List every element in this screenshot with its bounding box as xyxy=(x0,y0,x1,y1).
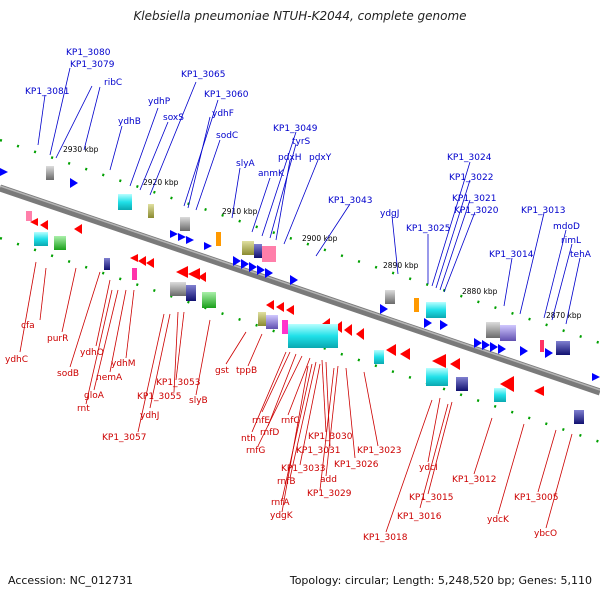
gene-label-top: ydhF xyxy=(212,109,234,119)
genome-summary-text: Topology: circular; Length: 5,248,520 bp… xyxy=(289,574,592,587)
gene-label-bottom: KP1_3012 xyxy=(452,475,496,485)
gene-label-top: KP1_3014 xyxy=(489,250,534,260)
gene-label-bottom: KP1_3031 xyxy=(296,446,340,456)
gene-label-bottom: KP1_3016 xyxy=(397,512,442,522)
gene-label-top: rimL xyxy=(561,236,581,246)
scale-tick-2910: 2910 kbp xyxy=(222,207,258,216)
gene-label-top: slyA xyxy=(236,159,256,169)
gene-label-top: KP1_3079 xyxy=(70,60,115,70)
gene-label-top: KP1_3024 xyxy=(447,153,492,163)
gene-label-bottom: KP1_3023 xyxy=(357,446,401,456)
gene-label-bottom: rnfA xyxy=(271,498,290,508)
gene-label-bottom: rnfG xyxy=(246,446,265,456)
gene-label-bottom: KP1_3026 xyxy=(334,460,379,470)
top-labels: KP1_3080 KP1_3079 KP1_3081 ribC ydhB ydh… xyxy=(25,48,592,260)
gene-label-top: tehA xyxy=(570,250,592,260)
scale-labels: 2930 kbp 2920 kbp 2910 kbp 2900 kbp 2890… xyxy=(63,145,582,320)
gene-label-bottom: KP1_3030 xyxy=(308,432,353,442)
gene-label-top: KP1_3013 xyxy=(521,206,565,216)
gene-label-bottom: cfa xyxy=(21,321,35,331)
gene-label-bottom: purR xyxy=(47,334,68,344)
gene-label-bottom: ydhJ xyxy=(140,411,159,421)
gene-label-top: KP1_3080 xyxy=(66,48,111,58)
gene-label-top: KP1_3020 xyxy=(454,206,499,216)
map-title: Klebsiella pneumoniae NTUH-K2044, comple… xyxy=(133,9,467,23)
reverse-genes xyxy=(30,218,544,396)
gene-label-bottom: rnfC xyxy=(281,416,300,426)
gene-label-bottom: KP1_3055 xyxy=(137,392,181,402)
gene-label-top: pdxY xyxy=(309,153,332,163)
gene-label-bottom: ydhM xyxy=(111,359,136,369)
gene-label-bottom: add xyxy=(320,475,337,485)
forward-genes xyxy=(0,168,600,381)
gene-label-bottom: nemA xyxy=(96,373,123,383)
forward-boxes xyxy=(46,166,570,355)
gene-label-bottom: slyB xyxy=(189,396,208,406)
gene-label-bottom: gst xyxy=(215,366,229,376)
gene-label-top: anmK xyxy=(258,169,285,179)
gene-label-top: KP1_3049 xyxy=(273,124,318,134)
gene-label-top: KP1_3021 xyxy=(452,194,496,204)
gene-label-bottom: KP1_3005 xyxy=(514,493,558,503)
bottom-leader-lines xyxy=(19,261,573,533)
gene-label-bottom: KP1_3053 xyxy=(156,378,200,388)
bottom-labels: cfa ydhC purR sodB ydhO nemA ydhM gloA r… xyxy=(5,321,558,543)
gene-label-top: KP1_3081 xyxy=(25,87,69,97)
gene-label-bottom: KP1_3033 xyxy=(281,464,325,474)
gene-label-bottom: KP1_3018 xyxy=(363,533,408,543)
gene-label-top: KP1_3060 xyxy=(204,90,249,100)
gene-label-bottom: ydhO xyxy=(80,348,104,358)
gene-label-bottom: ydcI xyxy=(419,463,438,473)
scale-tick-2920: 2920 kbp xyxy=(143,178,179,187)
gene-label-bottom: rnt xyxy=(77,404,90,414)
genome-backbone xyxy=(0,184,600,396)
scale-tick-2870: 2870 kbp xyxy=(546,311,582,320)
gene-label-bottom: KP1_3015 xyxy=(409,493,453,503)
gene-label-bottom: nth xyxy=(241,434,256,444)
gene-label-bottom: rnfE xyxy=(252,416,270,426)
gene-label-top: ydhP xyxy=(148,97,171,107)
gene-label-bottom: sodB xyxy=(57,369,79,379)
gene-label-top: sodC xyxy=(216,131,238,141)
gene-label-top: ydhB xyxy=(118,117,141,127)
scale-tick-2890: 2890 kbp xyxy=(383,261,419,270)
gene-label-bottom: rnfD xyxy=(260,428,279,438)
gene-label-top: ribC xyxy=(104,78,122,88)
gene-label-bottom: tppB xyxy=(236,366,257,376)
gene-label-top: KP1_3022 xyxy=(449,173,493,183)
gene-label-top: KP1_3043 xyxy=(328,196,372,206)
gene-label-bottom: KP1_3057 xyxy=(102,433,146,443)
gene-label-bottom: ybcO xyxy=(534,529,557,539)
gene-label-bottom: ydcK xyxy=(487,515,510,525)
gene-label-top: KP1_3065 xyxy=(181,70,225,80)
gene-label-top: tyrS xyxy=(292,137,311,147)
gene-label-bottom: ydgK xyxy=(270,511,294,521)
gene-label-bottom: ydhC xyxy=(5,355,28,365)
gene-label-top: KP1_3025 xyxy=(406,224,450,234)
gene-label-bottom: gloA xyxy=(84,391,105,401)
gene-label-top: mdoD xyxy=(553,222,580,232)
reverse-boxes xyxy=(26,211,584,424)
scale-tick-2900: 2900 kbp xyxy=(302,234,338,243)
gene-label-top: ydgJ xyxy=(380,209,399,219)
top-leader-lines xyxy=(37,67,581,325)
gene-label-bottom: KP1_3029 xyxy=(307,489,352,499)
scale-tick-2880: 2880 kbp xyxy=(462,287,498,296)
gene-label-top: pdxH xyxy=(278,153,302,163)
accession-text: Accession: NC_012731 xyxy=(8,574,134,587)
scale-tick-2930: 2930 kbp xyxy=(63,145,99,154)
gene-label-top: soxS xyxy=(163,113,184,123)
gene-label-bottom: rnfB xyxy=(277,477,296,487)
